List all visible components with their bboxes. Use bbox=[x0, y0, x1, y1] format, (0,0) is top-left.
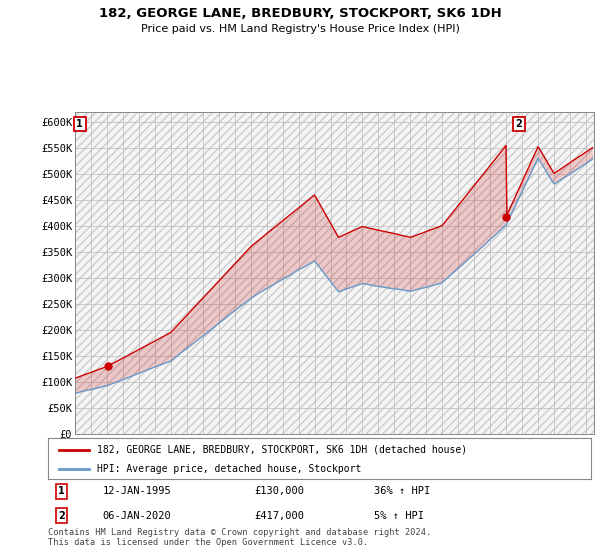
Text: 36% ↑ HPI: 36% ↑ HPI bbox=[374, 486, 430, 496]
Text: 182, GEORGE LANE, BREDBURY, STOCKPORT, SK6 1DH: 182, GEORGE LANE, BREDBURY, STOCKPORT, S… bbox=[98, 7, 502, 20]
Text: 2: 2 bbox=[515, 119, 523, 129]
Text: HPI: Average price, detached house, Stockport: HPI: Average price, detached house, Stoc… bbox=[97, 464, 361, 474]
Text: 1: 1 bbox=[58, 486, 65, 496]
Text: 2: 2 bbox=[58, 511, 65, 521]
Text: £417,000: £417,000 bbox=[254, 511, 304, 521]
Text: 06-JAN-2020: 06-JAN-2020 bbox=[103, 511, 171, 521]
Text: 12-JAN-1995: 12-JAN-1995 bbox=[103, 486, 171, 496]
Text: 182, GEORGE LANE, BREDBURY, STOCKPORT, SK6 1DH (detached house): 182, GEORGE LANE, BREDBURY, STOCKPORT, S… bbox=[97, 445, 467, 455]
Text: Contains HM Land Registry data © Crown copyright and database right 2024.
This d: Contains HM Land Registry data © Crown c… bbox=[48, 528, 431, 547]
Text: Price paid vs. HM Land Registry's House Price Index (HPI): Price paid vs. HM Land Registry's House … bbox=[140, 24, 460, 34]
Text: 5% ↑ HPI: 5% ↑ HPI bbox=[374, 511, 424, 521]
Text: 1: 1 bbox=[76, 119, 83, 129]
Text: £130,000: £130,000 bbox=[254, 486, 304, 496]
